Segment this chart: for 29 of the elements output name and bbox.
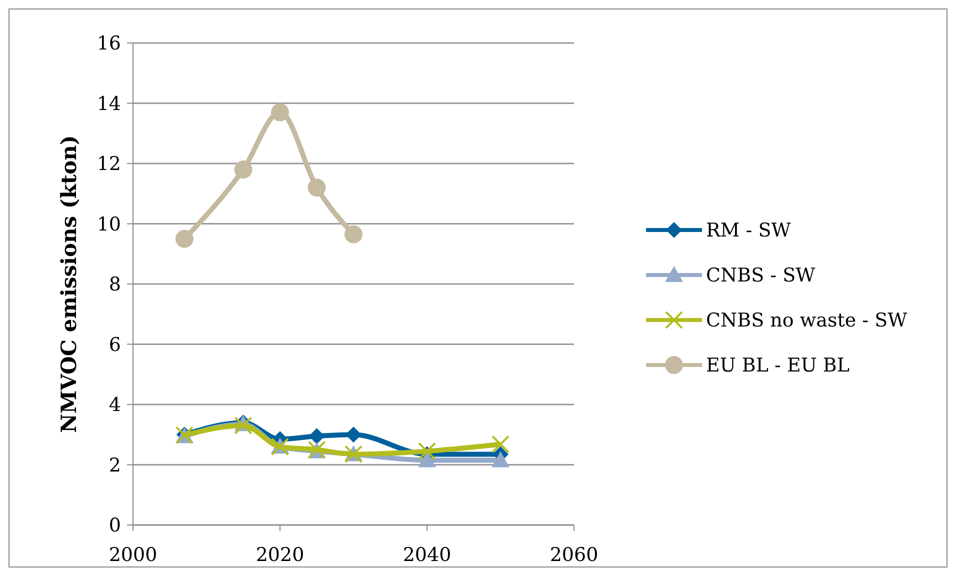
y-tick-label: 6 bbox=[108, 334, 121, 356]
y-tick-label: 8 bbox=[108, 274, 121, 296]
legend-label: CNBS - SW bbox=[706, 264, 816, 287]
y-tick-label: 14 bbox=[96, 92, 121, 115]
point bbox=[344, 225, 362, 244]
point bbox=[175, 230, 194, 248]
x-tick-label: 2000 bbox=[108, 544, 158, 566]
y-tick-label: 10 bbox=[96, 213, 121, 236]
x-tick-label: 2040 bbox=[402, 544, 452, 566]
y-tick-label: 0 bbox=[108, 514, 121, 537]
y-tick-label: 4 bbox=[108, 394, 121, 416]
y-axis-title: NMVOC emissions (kton) bbox=[56, 135, 81, 433]
y-tick-label: 12 bbox=[96, 153, 121, 176]
point bbox=[271, 103, 289, 122]
point bbox=[308, 178, 326, 197]
point bbox=[418, 442, 436, 460]
point bbox=[308, 428, 325, 444]
legend-label: CNBS no waste - SW bbox=[706, 310, 908, 332]
point bbox=[234, 416, 252, 435]
x-tick-label: 2060 bbox=[550, 544, 598, 566]
y-tick-label: 16 bbox=[96, 32, 121, 55]
legend-label: EU BL - EU BL bbox=[706, 354, 850, 377]
point bbox=[346, 426, 362, 443]
y-tick-label: 2 bbox=[108, 454, 121, 476]
x-tick-label: 2020 bbox=[256, 544, 304, 566]
point bbox=[234, 160, 252, 179]
point bbox=[492, 451, 510, 468]
point bbox=[492, 435, 510, 454]
legend-label: RM - SW bbox=[706, 220, 792, 242]
